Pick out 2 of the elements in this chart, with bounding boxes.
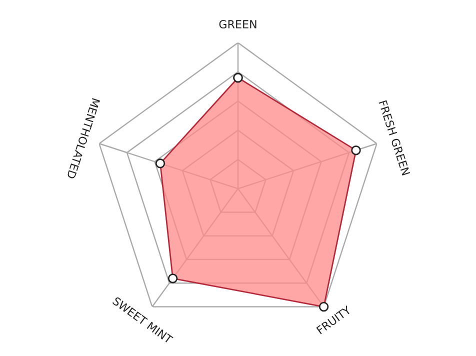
spoke-label: GREEN (219, 20, 256, 28)
spoke-label: FRESH GREEN (378, 100, 410, 176)
